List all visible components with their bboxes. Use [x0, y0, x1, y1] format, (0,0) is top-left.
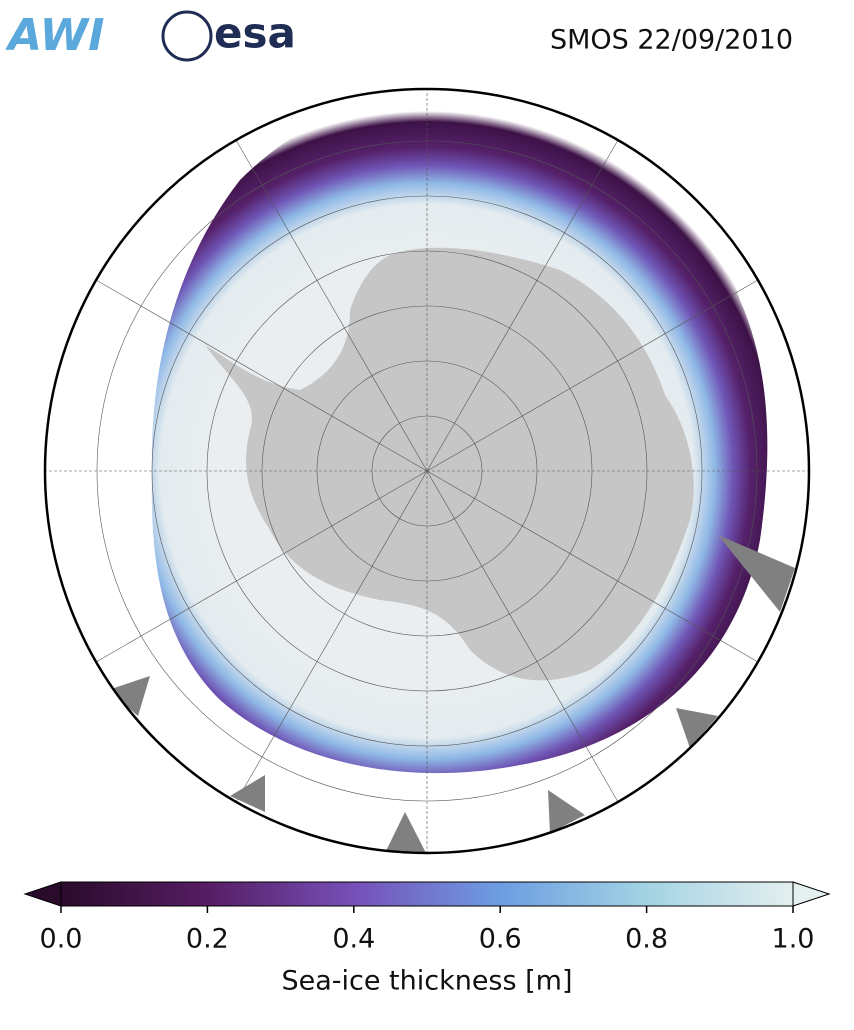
map-title: SMOS 22/09/2010 — [550, 25, 793, 56]
awi-logo: AWI — [5, 10, 105, 61]
colorbar-under — [23, 881, 62, 907]
colorbar-tick-label: 1.0 — [772, 924, 815, 955]
colorbar-tick-label: 0.6 — [479, 924, 522, 955]
map-border — [43, 87, 811, 855]
esa-logo: esa — [214, 9, 296, 58]
esa-emblem — [161, 10, 213, 62]
graticule — [45, 89, 809, 853]
colorbar-tick-label: 0.2 — [186, 924, 229, 955]
antarctica — [205, 247, 694, 681]
colorbar — [23, 881, 831, 907]
colorbar-tick-label: 0.8 — [625, 924, 668, 955]
colorbar-tick-label: 0.4 — [332, 924, 375, 955]
colorbar-over — [792, 881, 831, 907]
colorbar-label: Sea-ice thickness [m] — [281, 966, 572, 997]
colorbar-tick-label: 0.0 — [40, 924, 83, 955]
colorbar-bar — [60, 881, 794, 907]
map — [45, 89, 809, 853]
land-masks — [108, 535, 795, 853]
